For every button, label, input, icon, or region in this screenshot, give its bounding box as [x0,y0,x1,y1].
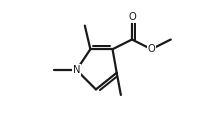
Text: O: O [147,44,155,54]
Text: N: N [73,65,80,75]
Text: O: O [128,12,136,22]
